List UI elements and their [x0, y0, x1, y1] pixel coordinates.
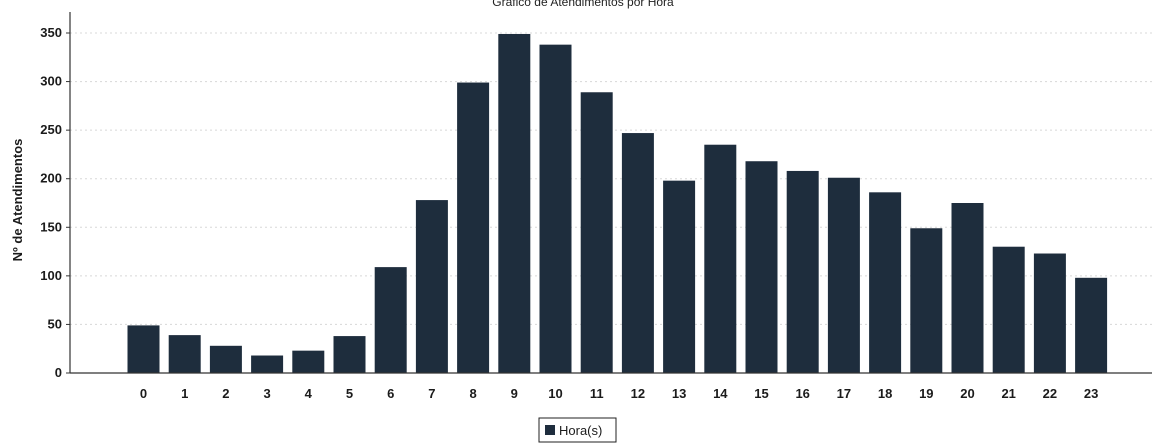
bar	[951, 203, 984, 373]
bar	[992, 246, 1025, 373]
x-tick-label: 4	[305, 386, 313, 401]
bar	[663, 180, 696, 373]
y-tick-label: 100	[40, 268, 62, 283]
bar	[580, 92, 613, 373]
bar	[869, 192, 902, 373]
x-tick-label: 23	[1084, 386, 1098, 401]
x-tick-label: 18	[878, 386, 892, 401]
x-tick-label: 16	[795, 386, 809, 401]
bar	[457, 82, 490, 374]
legend: Hora(s)	[538, 417, 617, 443]
bar	[745, 161, 778, 373]
x-tick-label: 9	[511, 386, 518, 401]
bar	[827, 177, 860, 373]
x-tick-label: 8	[469, 386, 476, 401]
bar	[333, 336, 366, 373]
y-tick-label: 0	[55, 365, 62, 380]
x-tick-label: 5	[346, 386, 353, 401]
y-tick-label: 300	[40, 74, 62, 89]
bar	[786, 170, 819, 373]
x-tick-label: 20	[960, 386, 974, 401]
x-tick-label: 1	[181, 386, 188, 401]
y-axis-label: Nº de Atendimentos	[10, 139, 25, 262]
bar	[539, 44, 572, 374]
x-tick-label: 7	[428, 386, 435, 401]
bars	[127, 33, 1108, 374]
bar	[910, 228, 943, 373]
x-tick-label: 21	[1001, 386, 1015, 401]
x-tick-label: 22	[1043, 386, 1057, 401]
x-tick-label: 14	[713, 386, 728, 401]
axes	[66, 12, 1152, 374]
x-tick-labels: 0 1 2 3 4 5 6 7 8 9 10 11 12 13 14 15 16 17 18 19 20 21 22 23	[140, 386, 1098, 401]
bar	[251, 355, 284, 373]
x-tick-label: 13	[672, 386, 686, 401]
legend-label: Hora(s)	[559, 423, 602, 438]
x-tick-label: 2	[222, 386, 229, 401]
y-tick-labels: 0 50 100 150 200 250 300 350	[40, 25, 62, 380]
bar	[415, 200, 448, 373]
chart-title: Gráfico de Atendimentos por Hora	[492, 0, 674, 9]
y-tick-label: 200	[40, 171, 62, 186]
legend-swatch	[545, 425, 555, 435]
x-tick-label: 10	[548, 386, 562, 401]
y-tick-label: 250	[40, 122, 62, 137]
bar	[168, 335, 201, 373]
x-tick-label: 19	[919, 386, 933, 401]
y-tick-label: 350	[40, 25, 62, 40]
x-tick-label: 11	[590, 386, 604, 401]
bar	[292, 350, 325, 373]
x-tick-label: 15	[754, 386, 768, 401]
x-tick-label: 3	[263, 386, 270, 401]
x-tick-label: 17	[837, 386, 851, 401]
bar	[1033, 253, 1066, 373]
bar	[498, 33, 531, 373]
bar	[374, 267, 407, 373]
y-tick-label: 150	[40, 219, 62, 234]
bar	[209, 345, 242, 373]
bar	[704, 144, 737, 373]
bar	[127, 325, 160, 373]
bar	[1075, 277, 1108, 373]
x-tick-label: 6	[387, 386, 394, 401]
x-tick-label: 12	[631, 386, 645, 401]
x-tick-label: 0	[140, 386, 147, 401]
y-tick-label: 50	[48, 316, 62, 331]
bar	[621, 133, 654, 373]
